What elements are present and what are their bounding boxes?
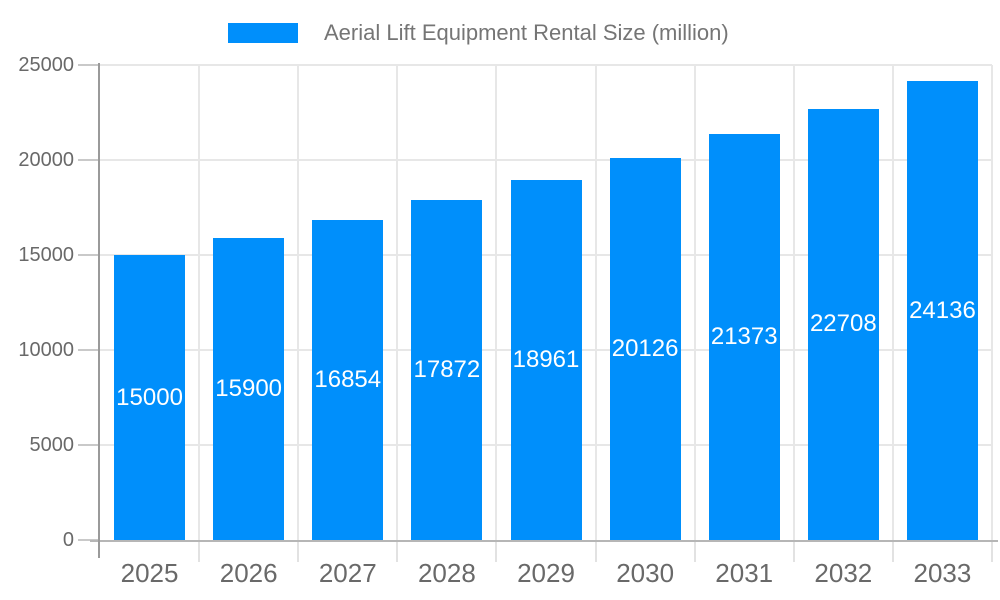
x-axis-tick <box>396 542 399 562</box>
bar-value-label: 17872 <box>413 356 481 384</box>
v-gridline <box>693 65 696 540</box>
bar-2032[interactable] <box>807 108 879 540</box>
bar-value-label: 21373 <box>710 322 778 350</box>
legend-item[interactable]: Aerial Lift Equipment Rental Size (milli… <box>228 20 729 46</box>
bar-value-label: 16854 <box>314 365 382 393</box>
v-gridline <box>396 65 399 540</box>
legend-swatch <box>228 23 298 43</box>
v-gridline <box>495 65 498 540</box>
x-axis-label: 2033 <box>913 558 972 588</box>
y-axis-tick <box>78 64 100 66</box>
x-axis-label: 2031 <box>715 558 774 588</box>
y-axis-tick <box>78 444 100 446</box>
y-axis-tick <box>78 539 100 541</box>
x-axis-label: 2029 <box>517 558 575 588</box>
y-axis-label: 20000 <box>18 149 74 171</box>
x-axis-label: 2032 <box>814 558 873 588</box>
bar-value-label: 20126 <box>611 334 679 362</box>
h-gridline <box>100 64 992 66</box>
x-axis-tick <box>693 542 696 562</box>
x-axis-label: 2025 <box>120 558 179 588</box>
y-axis-label: 10000 <box>18 339 74 361</box>
x-axis-line <box>90 540 998 542</box>
y-axis-tick <box>78 349 100 351</box>
v-gridline <box>594 65 597 540</box>
v-gridline <box>891 65 894 540</box>
x-axis-label: 2026 <box>219 558 278 588</box>
x-axis-tick <box>594 542 597 562</box>
bar-2033[interactable] <box>906 81 978 540</box>
bar-value-label: 18961 <box>512 345 580 373</box>
bar-2029[interactable] <box>510 179 582 540</box>
y-axis-tick <box>78 159 100 161</box>
x-axis-tick <box>792 542 795 562</box>
x-axis-label: 2027 <box>318 558 377 588</box>
y-axis-label: 5000 <box>29 434 75 456</box>
x-axis-tick <box>891 542 894 562</box>
x-axis-tick <box>495 542 498 562</box>
bar-2026[interactable] <box>213 237 285 540</box>
y-axis-line <box>98 63 100 558</box>
bar-2030[interactable] <box>609 157 681 540</box>
h-gridline <box>100 159 992 161</box>
y-axis-tick <box>78 254 100 256</box>
bar-value-label: 15000 <box>116 383 183 411</box>
bar-value-label: 24136 <box>909 296 976 324</box>
x-axis-label: 2028 <box>417 558 476 588</box>
bar-2025[interactable] <box>114 255 186 540</box>
x-axis-tick <box>198 542 201 562</box>
x-axis-label: 2030 <box>616 558 675 588</box>
x-axis-tick <box>991 542 993 562</box>
bar-2031[interactable] <box>708 133 780 540</box>
x-axis-tick <box>297 542 300 562</box>
bar-value-label: 22708 <box>809 310 877 338</box>
legend-series-label: Aerial Lift Equipment Rental Size (milli… <box>324 20 729 45</box>
y-axis-label: 25000 <box>18 54 74 76</box>
v-gridline <box>792 65 795 540</box>
y-axis-label: 15000 <box>18 244 74 266</box>
bar-2027[interactable] <box>312 219 384 540</box>
v-gridline <box>991 65 993 540</box>
y-axis-label: 0 <box>62 529 74 551</box>
bar-2028[interactable] <box>411 200 483 540</box>
v-gridline <box>297 65 300 540</box>
bar-value-label: 15900 <box>215 374 283 402</box>
v-gridline <box>198 65 201 540</box>
